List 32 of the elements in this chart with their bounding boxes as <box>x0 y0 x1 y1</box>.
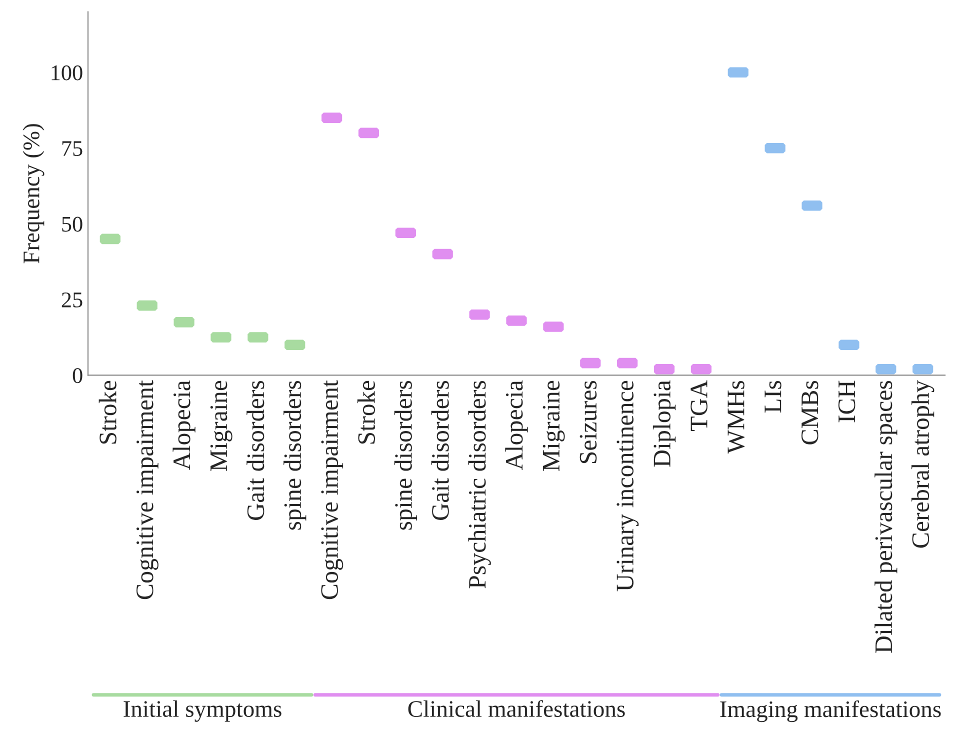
y-tick-label: 100 <box>52 65 82 80</box>
x-tick-label: Urinary incontinence <box>616 380 639 592</box>
x-tick-label: LIs <box>764 380 782 413</box>
x-tick-label: Cognitive impairment <box>136 380 158 600</box>
y-tick-label: 75 <box>62 141 82 156</box>
x-tick-label: spine disorders <box>394 380 418 530</box>
text: Imaging manifestations <box>720 700 941 722</box>
x-tick-label: Alopecia <box>505 380 528 470</box>
x-tick-label: Psychiatric disorders <box>468 380 491 588</box>
x-tick-label: Gait disorders <box>431 380 449 520</box>
y-tick-label: 25 <box>62 292 82 308</box>
x-tick-label: Cognitive impairment <box>321 380 344 600</box>
x-tick-label: TGA <box>690 380 708 431</box>
text: Initial symptoms <box>124 700 282 722</box>
x-tick-label: Diplopia <box>652 380 676 467</box>
x-tick-label: Cerebral atrophy <box>911 380 934 548</box>
x-tick-label: CMBs <box>801 380 818 444</box>
x-tick-label: Gait disorders <box>246 380 264 520</box>
y-tick-label: 50 <box>62 216 82 232</box>
x-tick-label: Dilated perivascular spaces <box>874 380 898 653</box>
x-tick-label: Stroke <box>98 380 116 444</box>
x-tick-label: ICH <box>838 380 856 422</box>
text: Clinical manifestations <box>408 700 625 717</box>
x-tick-label: Alopecia <box>172 380 196 470</box>
x-tick-label: Seizures <box>580 380 597 464</box>
x-tick-label: Migraine <box>210 380 232 471</box>
x-tick-label: WMHs <box>728 380 745 454</box>
x-tick-label: spine disorders <box>284 380 306 530</box>
y-tick-label: 0 <box>72 368 82 384</box>
x-tick-label: Migraine <box>542 380 565 471</box>
y-axis-title: Frequency (%) <box>22 124 44 264</box>
x-tick-label: Stroke <box>357 380 375 444</box>
